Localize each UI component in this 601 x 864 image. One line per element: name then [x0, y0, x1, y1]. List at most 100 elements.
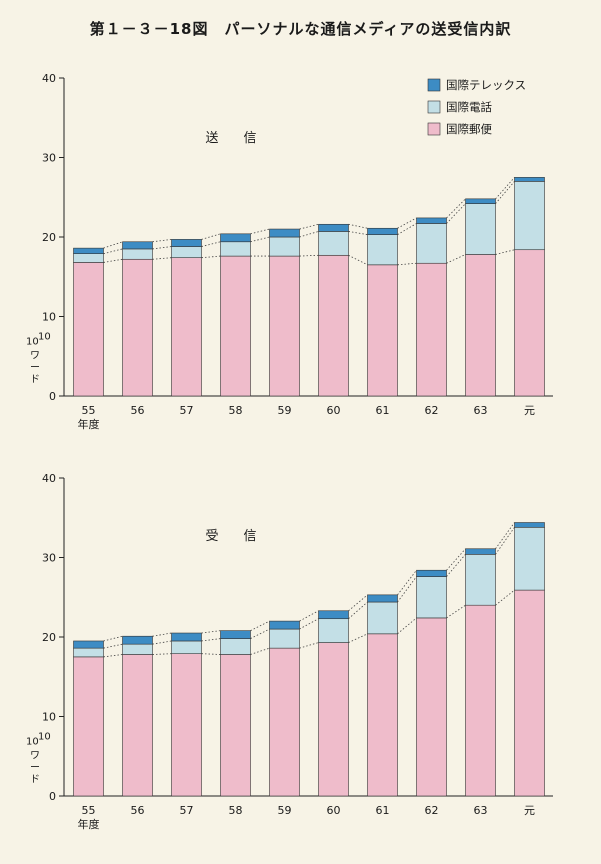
series-connector — [348, 594, 368, 612]
chart-subtitle: 受 信 — [205, 529, 262, 544]
bar-segment-phone — [220, 638, 251, 655]
x-tick-label: 57 — [180, 404, 194, 417]
bar-segment-phone — [465, 554, 496, 606]
bar-segment-mail — [514, 249, 545, 397]
bar-segment-telex — [465, 198, 496, 204]
series-connector — [103, 241, 123, 249]
series-connector — [397, 617, 417, 635]
series-connector — [446, 203, 466, 224]
series-connector — [152, 653, 172, 655]
bar-segment-mail — [367, 264, 398, 397]
series-connector — [446, 604, 466, 619]
y-tick-label: 20 — [42, 231, 56, 244]
bar-segment-mail — [73, 262, 104, 397]
bar-segment-telex — [220, 630, 251, 639]
x-tick-label: 55 — [82, 404, 96, 417]
legend-label: 国際電話 — [446, 100, 492, 114]
legend-swatch-mail — [427, 122, 441, 136]
y-unit-char: ー — [30, 362, 40, 373]
bar-segment-phone — [318, 231, 349, 256]
series-connector — [103, 248, 123, 255]
x-tick-label: 56 — [131, 404, 145, 417]
x-tick-label: 59 — [278, 404, 292, 417]
x-tick-label: 58 — [229, 804, 243, 817]
bar-segment-telex — [514, 177, 545, 182]
bar-segment-telex — [367, 227, 398, 235]
bar-segment-mail — [171, 257, 202, 397]
bar-segment-telex — [73, 640, 104, 649]
legend-label: 国際テレックス — [446, 78, 526, 92]
bar-segment-mail — [220, 255, 251, 397]
series-connector — [397, 217, 417, 229]
bar-segment-phone — [269, 628, 300, 649]
series-connector — [299, 610, 319, 622]
x-tick-label: 61 — [376, 804, 390, 817]
series-connector — [446, 254, 466, 264]
series-connector — [201, 233, 221, 240]
chart-subtitle: 送 信 — [205, 131, 262, 146]
series-connector — [299, 618, 319, 630]
bar-segment-mail — [367, 633, 398, 797]
x-tick-label: 元 — [524, 404, 535, 417]
bar-segment-mail — [318, 642, 349, 797]
bar-segment-telex — [416, 569, 447, 577]
series-connector — [495, 181, 515, 204]
bar-segment-telex — [514, 522, 545, 528]
legend-swatch-phone — [427, 100, 441, 114]
series-connector — [152, 246, 172, 250]
series-connector — [495, 522, 515, 549]
bar-segment-telex — [122, 241, 153, 250]
series-connector — [495, 589, 515, 606]
bar-segment-phone — [269, 236, 300, 257]
series-connector — [201, 255, 221, 259]
series-connector — [348, 254, 368, 266]
series-connector — [103, 654, 123, 658]
series-connector — [201, 653, 221, 655]
y-tick-label: 30 — [42, 152, 56, 165]
series-connector — [495, 177, 515, 200]
x-tick-label: 元 — [524, 804, 535, 817]
series-connector — [201, 241, 221, 247]
series-connector — [152, 238, 172, 243]
bar-segment-telex — [269, 228, 300, 238]
bar-segment-telex — [416, 217, 447, 224]
series-connector — [250, 647, 270, 655]
series-connector — [250, 620, 270, 631]
bar-segment-phone — [73, 253, 104, 263]
series-connector — [397, 569, 417, 596]
legend-swatch-telex — [427, 78, 441, 92]
x-tick-label: 61 — [376, 404, 390, 417]
series-connector — [299, 223, 319, 230]
bar-segment-phone — [514, 181, 545, 251]
bar-segment-mail — [73, 656, 104, 797]
series-connector — [348, 223, 368, 229]
x-tick-label: 58 — [229, 404, 243, 417]
bar-segment-mail — [318, 254, 349, 397]
series-connector — [446, 554, 466, 577]
y-tick-label: 40 — [42, 472, 56, 485]
bar-segment-mail — [465, 604, 496, 797]
y-unit-exponent: 10 — [38, 331, 51, 342]
series-connector — [152, 640, 172, 645]
series-connector — [201, 630, 221, 634]
y-unit-char: ワ — [30, 750, 40, 761]
bar-segment-telex — [171, 239, 202, 247]
bar-segment-phone — [465, 203, 496, 255]
x-tick-label: 63 — [474, 404, 488, 417]
bar-segment-telex — [367, 594, 398, 603]
y-unit-char: ド — [30, 374, 40, 385]
bar-segment-phone — [171, 246, 202, 258]
series-connector — [397, 223, 417, 235]
y-unit-base: 10 — [26, 336, 39, 347]
bar-segment-phone — [416, 223, 447, 264]
bar-segment-mail — [416, 262, 447, 397]
bar-segment-telex — [122, 635, 153, 645]
y-tick-label: 0 — [49, 390, 56, 403]
figure-title: 第１－３－18図 パーソナルな通信メディアの送受信内訳 — [89, 20, 512, 38]
bar-segment-phone — [318, 618, 349, 643]
series-connector — [103, 643, 123, 649]
series-connector — [250, 628, 270, 639]
